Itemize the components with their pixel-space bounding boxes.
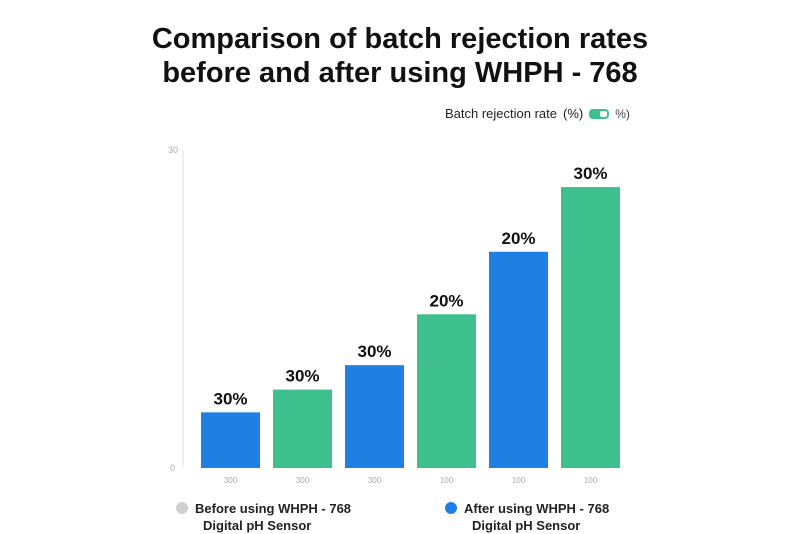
x-tick-label-1: 300 <box>224 476 238 485</box>
bar-3-value-label: 30% <box>357 342 391 361</box>
bar-3 <box>345 365 404 468</box>
x-tick-label-3: 300 <box>368 476 382 485</box>
legend-after-line2: Digital pH Sensor <box>472 518 581 533</box>
bar-6 <box>561 187 620 468</box>
bar-5-value-label: 20% <box>501 229 535 248</box>
bar-2 <box>273 389 332 468</box>
legend-before-line2: Digital pH Sensor <box>203 518 312 533</box>
bar-5 <box>489 251 548 468</box>
legend-before: Before using WHPH - 768 Digital pH Senso… <box>176 500 352 534</box>
x-tick-label-5: 100 <box>512 476 526 485</box>
top-legend-paren: (%) <box>563 106 584 121</box>
top-legend-label: Batch rejection rate <box>445 106 558 121</box>
bar-4 <box>417 314 476 468</box>
top-legend: Batch rejection rate (%) %) <box>445 106 630 121</box>
bar-1 <box>201 412 260 468</box>
bar-4-value-label: 20% <box>429 291 463 310</box>
chart-title-line-1: Comparison of batch rejection rates <box>151 23 649 55</box>
legend-after-line1: After using WHPH - 768 <box>464 501 610 516</box>
chart-title-line-2: before and after using WHPH - 768 <box>162 57 638 89</box>
x-tick-label-6: 100 <box>584 476 598 485</box>
top-legend-swatch <box>589 108 610 119</box>
chart-title: Comparison of batch rejection rates befo… <box>0 22 800 90</box>
legend-after-dot <box>445 502 457 514</box>
legend-before-line1: Before using WHPH - 768 <box>195 501 352 516</box>
bars-group: 30% 300 30% 300 30% 300 20% 100 20% 100 30% 100 <box>201 164 620 485</box>
bar-6-value-label: 30% <box>573 164 607 183</box>
y-tick-zero: 0 <box>170 463 175 473</box>
x-tick-label-4: 100 <box>440 476 454 485</box>
top-legend-unit: %) <box>615 106 630 121</box>
bar-1-value-label: 30% <box>213 389 247 408</box>
legend-after: After using WHPH - 768 Digital pH Sensor <box>445 500 610 534</box>
legend-before-dot <box>176 502 188 514</box>
y-tick-top: 30 <box>168 145 178 155</box>
bar-2-value-label: 30% <box>285 367 319 386</box>
x-tick-label-2: 300 <box>296 476 310 485</box>
